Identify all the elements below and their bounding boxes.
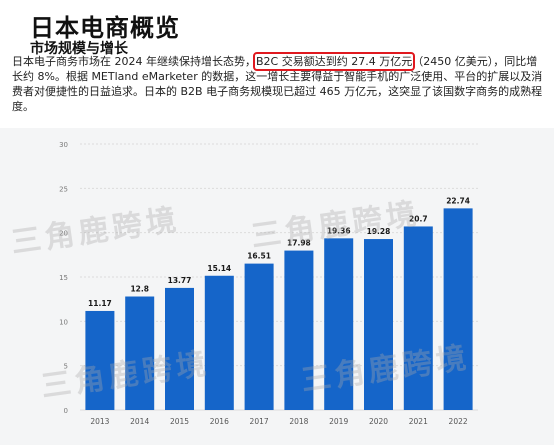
x-tick-label: 2022 (449, 417, 468, 426)
paragraph-text-1: 日本电子商务市场在 2024 年继续保持增长态势， (12, 55, 256, 68)
bar (324, 238, 354, 410)
x-tick-label: 2019 (329, 417, 348, 426)
data-label: 15.14 (207, 264, 231, 273)
x-tick-label: 2021 (409, 417, 428, 426)
paragraph-text-2: （2450 亿美元），同比增长约 8%。根据 METland eMarketer… (12, 55, 543, 113)
bar (165, 287, 194, 410)
x-tick-label: 2015 (170, 417, 189, 426)
data-label: 12.8 (130, 285, 149, 294)
y-tick-label: 20 (59, 230, 68, 238)
y-tick-label: 0 (64, 407, 68, 415)
bar (443, 208, 473, 410)
x-tick-label: 2014 (130, 417, 149, 426)
section-subtitle: 市场规模与增长 (30, 41, 128, 57)
bar (244, 263, 274, 410)
bar (125, 296, 155, 410)
bar (364, 239, 393, 410)
data-label: 20.7 (409, 214, 428, 223)
bar-chart: 0 5 10 15 20 25 30 11.17 2013 12.8 2014 13.77 2015 15… (59, 141, 478, 426)
bar (85, 310, 115, 410)
x-tick-label: 2018 (289, 417, 308, 426)
data-label: 13.77 (168, 276, 192, 285)
data-label: 16.51 (247, 252, 271, 261)
intro-paragraph: 日本电子商务市场在 2024 年继续保持增长态势，B2C 交易额达到约 27.4… (12, 52, 547, 114)
data-label: 19.28 (367, 227, 391, 236)
y-tick-label: 15 (59, 274, 68, 282)
data-label: 22.74 (446, 196, 470, 205)
x-tick-label: 2013 (90, 417, 109, 426)
data-label: 19.36 (327, 226, 351, 235)
highlighted-statistic: B2C 交易额达到约 27.4 万亿元 (252, 52, 416, 71)
bar (403, 226, 433, 410)
chart-panel: 0 5 10 15 20 25 30 11.17 2013 12.8 2014 13.77 2015 15… (0, 128, 554, 445)
bar (204, 275, 234, 410)
bar (284, 250, 314, 410)
page-title: 日本电商概览 (30, 14, 180, 42)
x-tick-label: 2020 (369, 417, 388, 426)
y-tick-label: 30 (59, 141, 68, 149)
x-tick-label: 2016 (210, 417, 229, 426)
y-tick-label: 5 (64, 363, 68, 371)
y-tick-label: 25 (59, 185, 68, 193)
y-tick-label: 10 (59, 318, 68, 326)
x-tick-label: 2017 (250, 417, 269, 426)
data-label: 11.17 (88, 299, 112, 308)
data-label: 17.98 (287, 239, 311, 248)
